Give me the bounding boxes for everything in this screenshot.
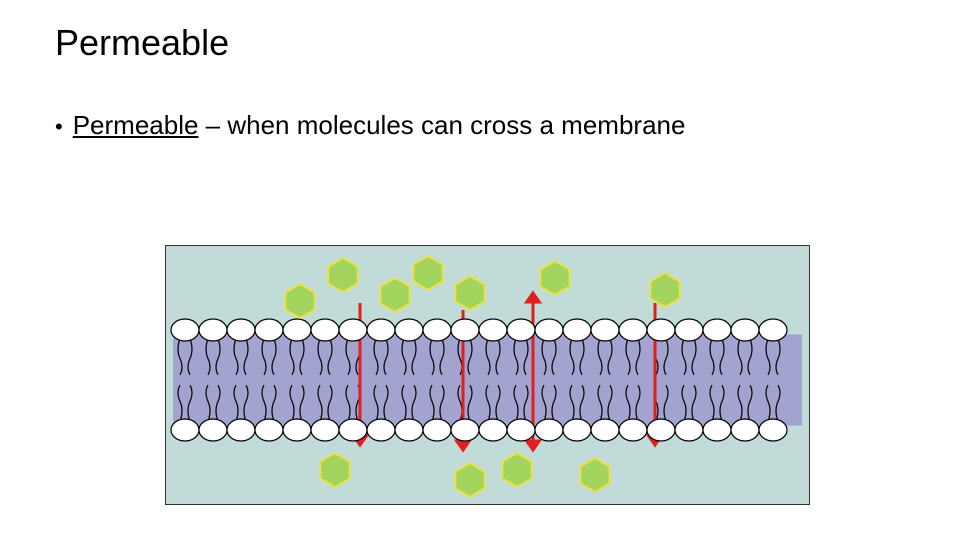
definition-term: Permeable — [73, 110, 199, 140]
definition-body: – when molecules can cross a membrane — [198, 110, 685, 140]
definition-text: Permeable – when molecules can cross a m… — [73, 110, 686, 141]
definition-bullet: • Permeable – when molecules can cross a… — [55, 110, 685, 141]
bullet-marker: • — [55, 116, 63, 138]
page-title: Permeable — [55, 22, 229, 64]
membrane-diagram — [165, 245, 810, 505]
